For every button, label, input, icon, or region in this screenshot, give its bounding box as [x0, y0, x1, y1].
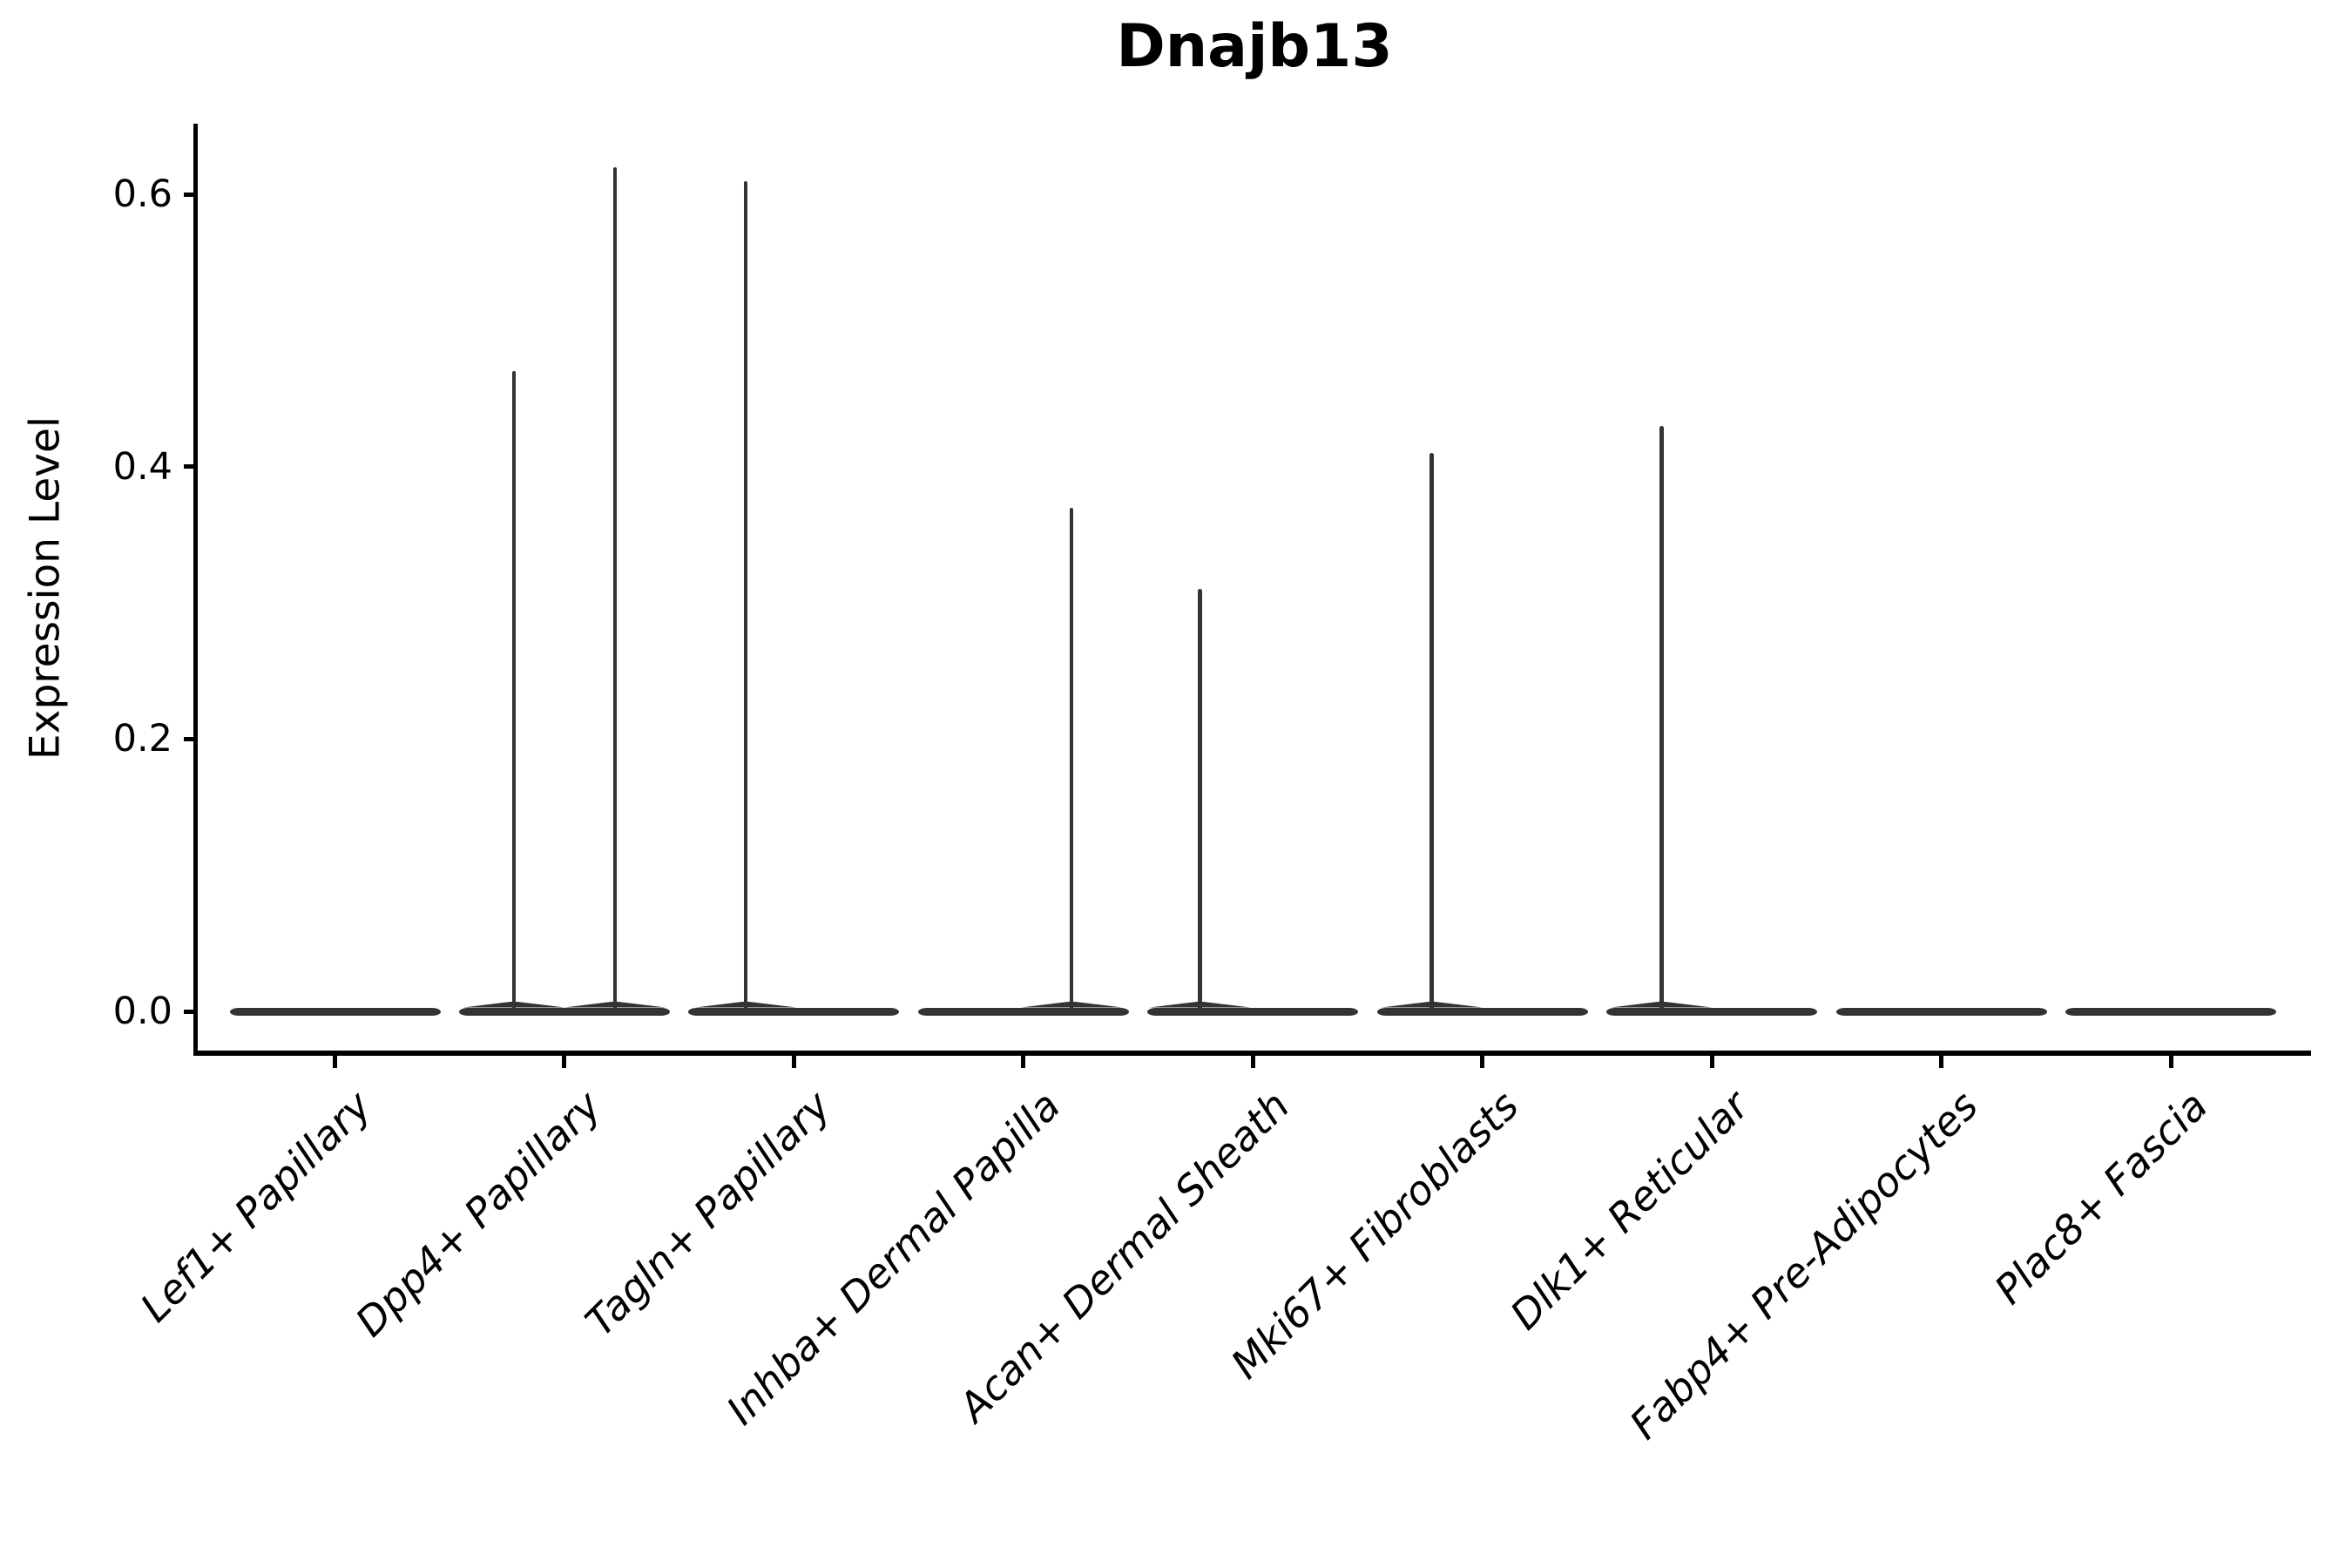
violin-body — [1376, 1007, 1588, 1016]
violin-spike — [1198, 589, 1202, 1013]
y-tick — [184, 192, 198, 197]
violin-spike — [743, 180, 748, 1013]
violin-spike — [1659, 425, 1664, 1013]
x-tick — [1480, 1055, 1485, 1068]
x-tick — [1250, 1055, 1255, 1068]
x-tick — [333, 1055, 337, 1068]
y-tick-label: 0.6 — [112, 172, 172, 217]
x-tick-label: Plac8+ Fascia — [1984, 1082, 2217, 1314]
violin-body — [458, 1007, 670, 1016]
y-tick — [184, 1009, 198, 1014]
violin-spike — [511, 371, 517, 1013]
y-axis-label: Expression Level — [21, 416, 70, 760]
x-axis-spine — [193, 1051, 2311, 1056]
x-tick-label: Dpp4+ Papillary — [346, 1082, 611, 1346]
chart-title: Dnajb13 — [1116, 12, 1393, 81]
x-tick — [1021, 1055, 1026, 1068]
x-tick — [791, 1055, 796, 1068]
violin-body — [1147, 1007, 1359, 1016]
y-tick-label: 0.0 — [112, 990, 172, 1033]
x-tick — [562, 1055, 567, 1068]
x-tick-label: Lef1+ Papillary — [131, 1082, 381, 1331]
x-tick-label: Tagln+ Papillary — [576, 1082, 840, 1346]
y-tick — [184, 464, 198, 470]
x-tick — [2168, 1055, 2173, 1068]
violin-spike — [612, 166, 618, 1013]
violin-spike — [1429, 453, 1435, 1013]
violin-body — [1606, 1007, 1818, 1016]
x-tick — [1709, 1055, 1714, 1068]
x-tick — [1939, 1055, 1944, 1068]
y-tick-label: 0.2 — [112, 717, 172, 761]
violin-body — [2065, 1007, 2277, 1016]
violin-spike — [1069, 507, 1074, 1013]
violin-body — [229, 1007, 441, 1016]
violin-body — [917, 1007, 1129, 1016]
y-axis-spine — [193, 124, 198, 1056]
violin-body — [1835, 1007, 2047, 1016]
y-tick — [184, 736, 198, 741]
y-tick-label: 0.4 — [112, 444, 172, 489]
violin-body — [688, 1007, 900, 1016]
x-tick-label: Dlk1+ Reticular — [1500, 1082, 1758, 1339]
